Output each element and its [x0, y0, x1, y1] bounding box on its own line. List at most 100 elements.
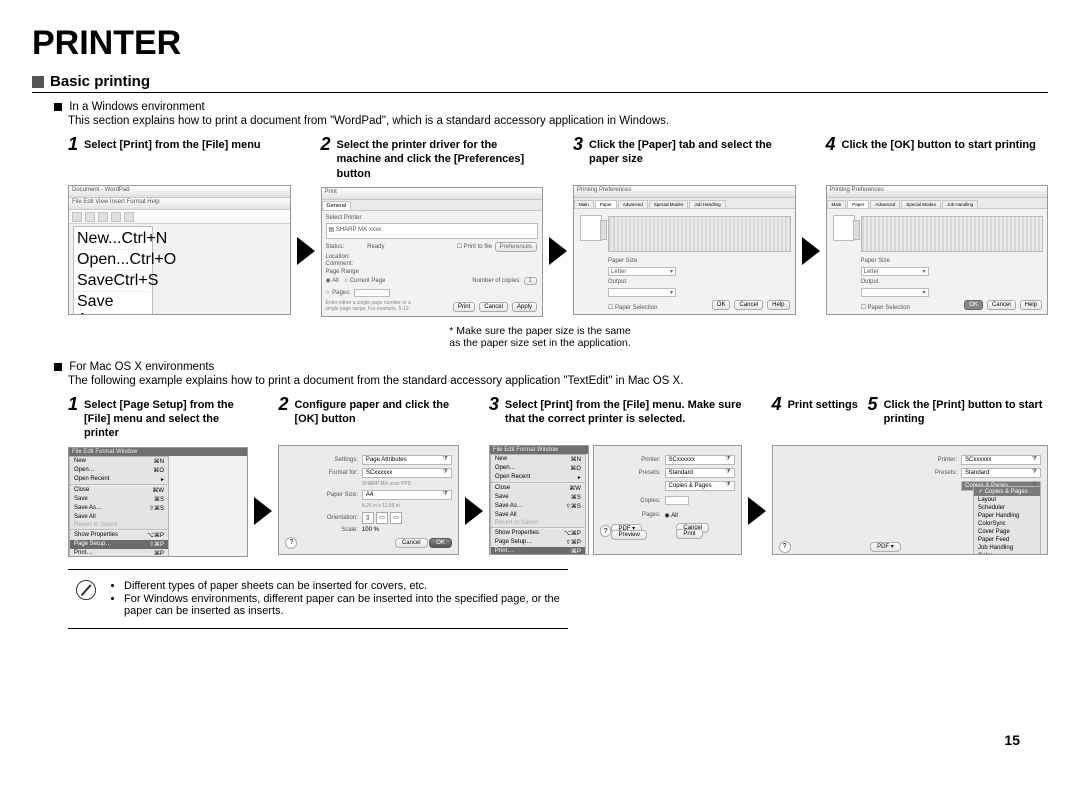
pencil-circle-icon: [76, 580, 96, 600]
env-windows-desc: This section explains how to print a doc…: [68, 115, 1048, 127]
mac-menubar: File Edit Format Window: [69, 448, 247, 456]
mac-file-menu: New⌘N Open…⌘O Open Recent▸ Close⌘W Save⌘…: [69, 456, 169, 557]
tip-item: For Windows environments, different pape…: [124, 593, 560, 617]
step-text: Click the [Paper] tab and select the pap…: [589, 138, 795, 167]
arrow-right-icon: [254, 497, 272, 525]
mac-file-menu-print-screenshot: File Edit Format Window New⌘N Open…⌘O Op…: [489, 445, 589, 555]
step-text: Select the printer driver for the machin…: [337, 138, 543, 181]
step-number: 2: [278, 395, 288, 413]
step-number: 1: [68, 395, 78, 413]
prefs-paper-screenshot: Printing Preferences Main Paper Advanced…: [573, 185, 796, 315]
section-title: Basic printing: [50, 73, 150, 90]
step-header: 2 Select the printer driver for the mach…: [321, 135, 544, 181]
bullet-square-icon: [54, 103, 62, 111]
select-printer-label: Select Printer: [326, 215, 539, 221]
print-dialog-screenshot: Print General Select Printer ▤ SHARP MX·…: [321, 187, 544, 317]
mac-step-4: 4 Print settings: [772, 395, 862, 445]
step-header: 3 Select [Print] from the [File] menu. M…: [489, 395, 742, 439]
step-text: Print settings: [788, 398, 858, 412]
dialog-titlebar: Printing Preferences: [827, 186, 1048, 198]
step-text: Select [Print] from the [File] menu. Mak…: [505, 398, 742, 427]
step-number: 1: [68, 135, 78, 153]
step-header: 4 Click the [OK] button to start printin…: [826, 135, 1049, 179]
win-step-4: 4 Click the [OK] button to start printin…: [826, 135, 1049, 315]
step-header: 1 Select [Page Setup] from the [File] me…: [68, 395, 248, 441]
mac-steps-row: 1 Select [Page Setup] from the [File] me…: [68, 395, 1048, 557]
windows-steps-row: 1 Select [Print] from the [File] menu Do…: [68, 135, 1048, 317]
step-header: 2 Configure paper and click the [OK] but…: [278, 395, 458, 439]
step-number: 3: [489, 395, 499, 413]
tip-item: Different types of paper sheets can be i…: [124, 580, 560, 592]
step-text: Select [Print] from the [File] menu: [84, 138, 261, 152]
help-icon: ?: [779, 541, 791, 553]
step-text: Select [Page Setup] from the [File] menu…: [84, 398, 248, 441]
env-mac-heading: For Mac OS X environments: [54, 361, 1048, 373]
step-number: 3: [573, 135, 583, 153]
mac-file-menu-screenshot: File Edit Format Window New⌘N Open…⌘O Op…: [68, 447, 248, 557]
tray-icon: [833, 215, 855, 241]
arrow-right-icon: [802, 237, 820, 265]
env-windows-heading: In a Windows environment: [54, 101, 1048, 113]
mac-print-settings-screenshot: Printer:SCxxxxxx Presets:Standard Copies…: [772, 445, 1048, 555]
section-heading: Basic printing: [32, 73, 1048, 93]
preferences-button: Preferences: [495, 242, 537, 252]
env-windows-heading-text: In a Windows environment: [69, 101, 205, 113]
arrow-right-icon: [748, 497, 766, 525]
mac-page-setup-screenshot: Settings:Page Attributes Format for:SCxx…: [278, 445, 458, 555]
wordpad-menubar: File Edit View Insert Format Help: [69, 198, 290, 210]
dialog-titlebar: Printing Preferences: [574, 186, 795, 198]
orientation-landscape-flip-icon: ▭: [390, 512, 402, 524]
tray-icon: [580, 215, 602, 241]
step-header: 5 Click the [Print] button to start prin…: [868, 395, 1048, 439]
win-step-3: 3 Click the [Paper] tab and select the p…: [573, 135, 796, 315]
step-number: 2: [321, 135, 331, 153]
prefs-ok-screenshot: Printing Preferences Main Paper Advanced…: [826, 185, 1049, 315]
step-header: 3 Click the [Paper] tab and select the p…: [573, 135, 796, 179]
step-text: Click the [Print] button to start printi…: [884, 398, 1048, 427]
section-marker-icon: [32, 76, 44, 88]
bullet-square-icon: [54, 363, 62, 371]
mac-step-2: 2 Configure paper and click the [OK] but…: [278, 395, 458, 555]
page: PRINTER Basic printing In a Windows envi…: [32, 24, 1048, 764]
page-number: 15: [1004, 732, 1020, 748]
env-mac-desc: The following example explains how to pr…: [68, 375, 1048, 387]
copier-illustration-icon: [608, 216, 791, 252]
orientation-portrait-icon: ▯: [362, 512, 374, 524]
dialog-tab-general: General: [322, 201, 352, 210]
win-step-2: 2 Select the printer driver for the mach…: [321, 135, 544, 317]
step-number: 5: [868, 395, 878, 413]
step-header: 4 Print settings: [772, 395, 862, 439]
toolbar-icon: [85, 212, 95, 222]
help-icon: ?: [285, 537, 297, 549]
mac-step-5: 5 Click the [Print] button to start prin…: [868, 395, 1048, 555]
copier-illustration-icon: [861, 216, 1044, 252]
step-header: 1 Select [Print] from the [File] menu: [68, 135, 291, 179]
win-step-1: 1 Select [Print] from the [File] menu Do…: [68, 135, 291, 315]
help-icon: ?: [600, 525, 612, 537]
toolbar-icon: [111, 212, 121, 222]
step-text: Click the [OK] button to start printing: [842, 138, 1036, 152]
mac-print-settings-popup: ✓ Copies & Pages Layout Scheduler Paper …: [973, 486, 1041, 555]
tips-box: Different types of paper sheets can be i…: [68, 569, 568, 629]
paper-size-note: * Make sure the paper size is the same a…: [32, 325, 1048, 349]
mac-step-1: 1 Select [Page Setup] from the [File] me…: [68, 395, 248, 557]
step-number: 4: [826, 135, 836, 153]
arrow-right-icon: [549, 237, 567, 265]
page-title: PRINTER: [32, 24, 1048, 63]
mac-step-3: 3 Select [Print] from the [File] menu. M…: [489, 395, 742, 555]
toolbar-icon: [72, 212, 82, 222]
step-text: Configure paper and click the [OK] butto…: [294, 398, 458, 427]
wordpad-file-menu: New...Ctrl+N Open...Ctrl+O SaveCtrl+S Sa…: [73, 226, 153, 315]
toolbar-icon: [124, 212, 134, 222]
orientation-landscape-icon: ▭: [376, 512, 388, 524]
dialog-titlebar: Print: [322, 188, 543, 200]
env-mac-heading-text: For Mac OS X environments: [69, 361, 214, 373]
step-number: 4: [772, 395, 782, 413]
mac-print-dialog-screenshot: Printer:SCxxxxxx Presets:Standard Copies…: [593, 445, 742, 555]
arrow-right-icon: [297, 237, 315, 265]
arrow-right-icon: [465, 497, 483, 525]
tips-list: Different types of paper sheets can be i…: [110, 580, 560, 618]
wordpad-toolbar: [69, 210, 290, 224]
toolbar-icon: [98, 212, 108, 222]
wordpad-screenshot: Document - WordPad File Edit View Insert…: [68, 185, 291, 315]
